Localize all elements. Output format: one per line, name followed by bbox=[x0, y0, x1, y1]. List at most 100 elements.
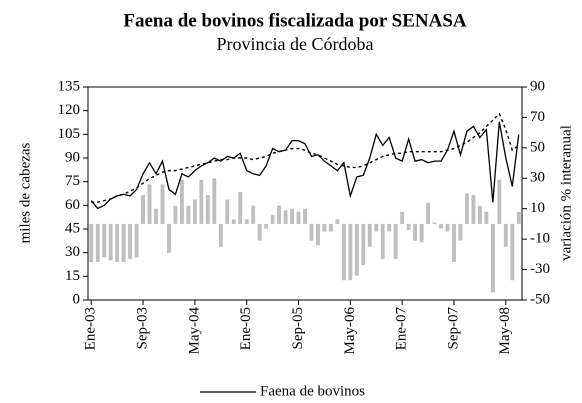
y2-tick-label: -50 bbox=[530, 291, 550, 307]
bar bbox=[309, 223, 314, 241]
bar bbox=[102, 223, 107, 258]
bar bbox=[264, 223, 269, 229]
bar bbox=[192, 199, 197, 224]
bar bbox=[121, 223, 126, 262]
x-tick-label: May-04 bbox=[186, 307, 202, 355]
y-tick-label: 135 bbox=[58, 78, 81, 94]
bar bbox=[108, 223, 113, 261]
bar bbox=[458, 223, 463, 241]
bar bbox=[477, 205, 482, 224]
bar bbox=[484, 211, 489, 224]
bar bbox=[406, 223, 411, 231]
bar bbox=[303, 208, 307, 224]
x-tick-label: Sep-07 bbox=[445, 307, 461, 350]
bar bbox=[503, 223, 508, 247]
bar bbox=[374, 223, 379, 232]
bar bbox=[212, 178, 217, 224]
bar bbox=[341, 223, 346, 281]
bar bbox=[400, 211, 405, 224]
bar bbox=[251, 205, 256, 224]
bar bbox=[290, 208, 294, 224]
y-tick-label: 60 bbox=[65, 197, 80, 213]
plot-frame bbox=[87, 86, 523, 301]
bar bbox=[244, 219, 249, 224]
x-tick-label: Sep-05 bbox=[290, 307, 306, 350]
bar bbox=[516, 211, 521, 224]
y2-tick-label: 50 bbox=[530, 139, 545, 155]
bar bbox=[173, 205, 178, 224]
y2-tick-label: 30 bbox=[530, 170, 545, 186]
bar bbox=[510, 223, 515, 281]
x-tick-label: Ene-07 bbox=[394, 307, 410, 351]
x-tick-label: Sep-03 bbox=[134, 307, 150, 350]
bar bbox=[452, 223, 456, 262]
bar bbox=[134, 223, 139, 258]
bar bbox=[167, 223, 171, 253]
y2-tick-label: -10 bbox=[530, 231, 550, 247]
bar bbox=[115, 223, 120, 262]
bar bbox=[419, 223, 424, 243]
y2-tick-label: -30 bbox=[530, 261, 550, 277]
chart-title: Faena de bovinos fiscalizada por SENASA bbox=[123, 10, 467, 31]
bar bbox=[354, 223, 359, 276]
bar bbox=[270, 214, 275, 224]
bar bbox=[218, 223, 223, 247]
y-axis-label: miles de cabezas bbox=[17, 142, 33, 243]
y-tick-label: 0 bbox=[73, 291, 81, 307]
bar bbox=[387, 223, 392, 232]
bar bbox=[380, 223, 385, 259]
bar bbox=[225, 199, 230, 224]
bar bbox=[89, 223, 94, 262]
bar bbox=[426, 202, 431, 224]
x-tick-label: Ene-05 bbox=[238, 307, 254, 350]
bar bbox=[348, 223, 353, 281]
x-tick-label: Ene-03 bbox=[83, 307, 99, 350]
y2-axis-label: variación % interanual bbox=[558, 125, 574, 261]
bar bbox=[179, 179, 184, 224]
chart-subtitle: Provincia de Córdoba bbox=[217, 34, 374, 54]
y-tick-label: 105 bbox=[58, 126, 81, 142]
bar bbox=[186, 205, 191, 224]
x-tick-label: May-08 bbox=[497, 307, 513, 355]
y2-tick-label: 90 bbox=[530, 78, 545, 94]
bar bbox=[328, 223, 333, 232]
bar bbox=[413, 223, 418, 241]
y-tick-label: 120 bbox=[58, 102, 81, 118]
bar bbox=[464, 193, 469, 224]
bar bbox=[393, 223, 398, 259]
legend-label: Faena de bovinos bbox=[260, 383, 365, 399]
bar bbox=[199, 179, 204, 224]
bar bbox=[361, 223, 366, 266]
x-tick-label: May-06 bbox=[342, 307, 358, 355]
bar bbox=[335, 219, 340, 224]
bar bbox=[283, 210, 288, 224]
bar bbox=[432, 222, 437, 224]
bar bbox=[238, 191, 243, 224]
y-tick-label: 15 bbox=[65, 268, 80, 284]
bar bbox=[154, 208, 158, 224]
bar bbox=[471, 195, 476, 224]
bar bbox=[141, 195, 146, 224]
bar bbox=[277, 205, 282, 224]
y-tick-label: 30 bbox=[65, 244, 80, 260]
bar bbox=[445, 223, 450, 232]
y-tick-label: 75 bbox=[65, 173, 80, 189]
bar bbox=[296, 211, 301, 224]
bar bbox=[257, 223, 262, 241]
bar bbox=[205, 195, 210, 224]
bar bbox=[147, 184, 152, 224]
y2-tick-label: 70 bbox=[530, 109, 545, 125]
y-tick-label: 45 bbox=[65, 220, 80, 236]
bar bbox=[316, 223, 320, 246]
bar bbox=[322, 223, 327, 232]
trend-line bbox=[91, 112, 520, 203]
bar bbox=[95, 223, 100, 262]
y-tick-label: 90 bbox=[65, 149, 80, 165]
bar bbox=[497, 179, 502, 224]
y2-tick-label: 10 bbox=[530, 200, 545, 216]
line bbox=[90, 121, 520, 210]
bar bbox=[160, 184, 165, 224]
bar bbox=[439, 223, 443, 229]
bar bbox=[367, 223, 372, 247]
